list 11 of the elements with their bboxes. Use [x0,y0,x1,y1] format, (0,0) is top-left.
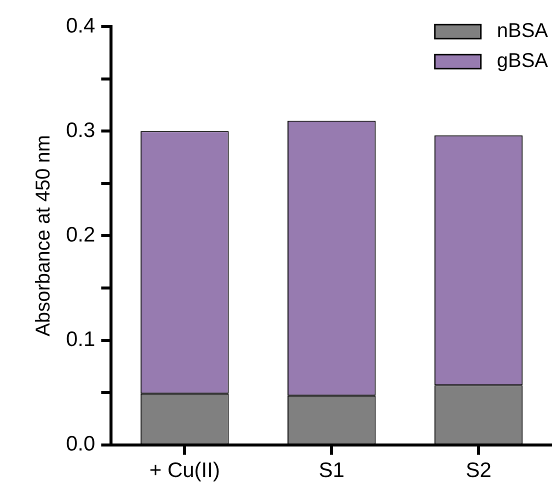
x-tick-label: S2 [466,459,492,482]
legend-label: gBSA [496,50,549,72]
x-tick-label: S1 [318,459,344,482]
legend-label: nBSA [496,20,549,42]
y-tick-label: 0.1 [66,328,96,352]
y-tick-label: 0.0 [66,432,96,456]
y-tick-label: 0.4 [66,14,96,38]
y-axis-title: Absorbance at 450 nm [32,135,55,336]
y-tick-label: 0.2 [66,223,96,246]
x-tick-label: + Cu(II) [149,459,220,482]
y-tick-label: 0.3 [66,118,96,142]
